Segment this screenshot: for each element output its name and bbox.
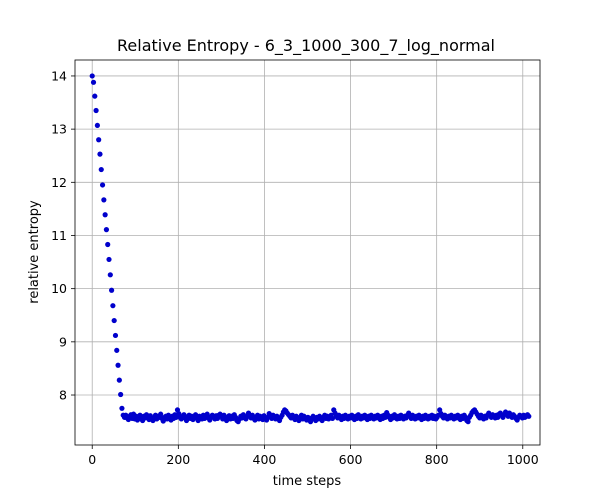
data-point xyxy=(118,391,124,398)
data-points xyxy=(89,73,532,425)
data-point xyxy=(173,414,179,420)
data-point xyxy=(108,287,115,293)
data-point xyxy=(98,166,104,173)
data-point xyxy=(93,107,99,114)
data-point xyxy=(116,377,122,383)
y-tick-label: 9 xyxy=(59,334,67,349)
chart-title: Relative Entropy - 6_3_1000_300_7_log_no… xyxy=(117,36,495,56)
data-point xyxy=(112,332,119,339)
data-point xyxy=(102,212,108,218)
axis-ticks: 0 200 400 600 800 1000 8 9 10 11 12 13 14 xyxy=(51,68,539,467)
y-axis-label: relative entropy xyxy=(27,200,42,304)
x-tick-label: 1000 xyxy=(507,452,539,467)
x-tick-label: 200 xyxy=(166,452,190,467)
plot-frame xyxy=(74,59,541,446)
data-point xyxy=(465,419,471,425)
data-point xyxy=(96,137,102,143)
data-point xyxy=(90,79,97,85)
y-tick-label: 10 xyxy=(51,281,67,296)
x-axis-label: time steps xyxy=(273,474,342,489)
y-tick-label: 11 xyxy=(51,228,67,243)
data-point xyxy=(94,122,100,129)
data-point xyxy=(114,347,120,353)
y-tick-label: 8 xyxy=(59,388,67,403)
x-tick-label: 600 xyxy=(339,452,363,467)
data-point xyxy=(89,73,95,79)
data-point xyxy=(115,362,121,368)
data-point xyxy=(103,227,110,233)
data-point xyxy=(101,197,107,203)
data-point xyxy=(119,405,125,411)
data-point xyxy=(526,413,532,419)
data-point xyxy=(111,317,117,324)
data-point xyxy=(107,272,113,278)
data-point xyxy=(329,415,336,422)
x-tick-label: 400 xyxy=(253,452,277,467)
x-tick-label: 800 xyxy=(425,452,449,467)
y-tick-label: 12 xyxy=(51,175,67,190)
y-tick-label: 13 xyxy=(51,122,67,137)
x-tick-label: 0 xyxy=(88,452,96,467)
data-point xyxy=(99,182,106,188)
data-point xyxy=(110,303,116,309)
grid-lines xyxy=(75,60,540,445)
data-point xyxy=(106,256,112,263)
data-point xyxy=(97,151,103,157)
data-point xyxy=(92,93,98,99)
data-point xyxy=(105,241,111,248)
data-point xyxy=(158,411,164,417)
y-tick-label: 14 xyxy=(51,68,67,83)
